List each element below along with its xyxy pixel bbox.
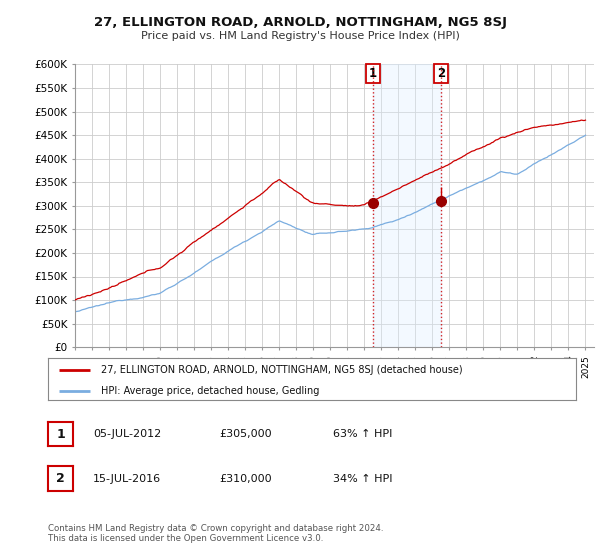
- Text: 15-JUL-2016: 15-JUL-2016: [93, 474, 161, 484]
- Text: 1: 1: [56, 427, 65, 441]
- Text: HPI: Average price, detached house, Gedling: HPI: Average price, detached house, Gedl…: [101, 386, 319, 396]
- Text: £310,000: £310,000: [219, 474, 272, 484]
- Text: £305,000: £305,000: [219, 429, 272, 439]
- Text: 1: 1: [369, 67, 377, 80]
- Text: 34% ↑ HPI: 34% ↑ HPI: [333, 474, 392, 484]
- Bar: [373, 64, 442, 347]
- Text: Contains HM Land Registry data © Crown copyright and database right 2024.
This d: Contains HM Land Registry data © Crown c…: [48, 524, 383, 543]
- Text: 63% ↑ HPI: 63% ↑ HPI: [333, 429, 392, 439]
- Text: 27, ELLINGTON ROAD, ARNOLD, NOTTINGHAM, NG5 8SJ: 27, ELLINGTON ROAD, ARNOLD, NOTTINGHAM, …: [94, 16, 506, 29]
- Text: 2: 2: [56, 472, 65, 486]
- Text: Price paid vs. HM Land Registry's House Price Index (HPI): Price paid vs. HM Land Registry's House …: [140, 31, 460, 41]
- Text: 05-JUL-2012: 05-JUL-2012: [93, 429, 161, 439]
- Text: 27, ELLINGTON ROAD, ARNOLD, NOTTINGHAM, NG5 8SJ (detached house): 27, ELLINGTON ROAD, ARNOLD, NOTTINGHAM, …: [101, 365, 463, 375]
- Text: 2: 2: [437, 67, 445, 80]
